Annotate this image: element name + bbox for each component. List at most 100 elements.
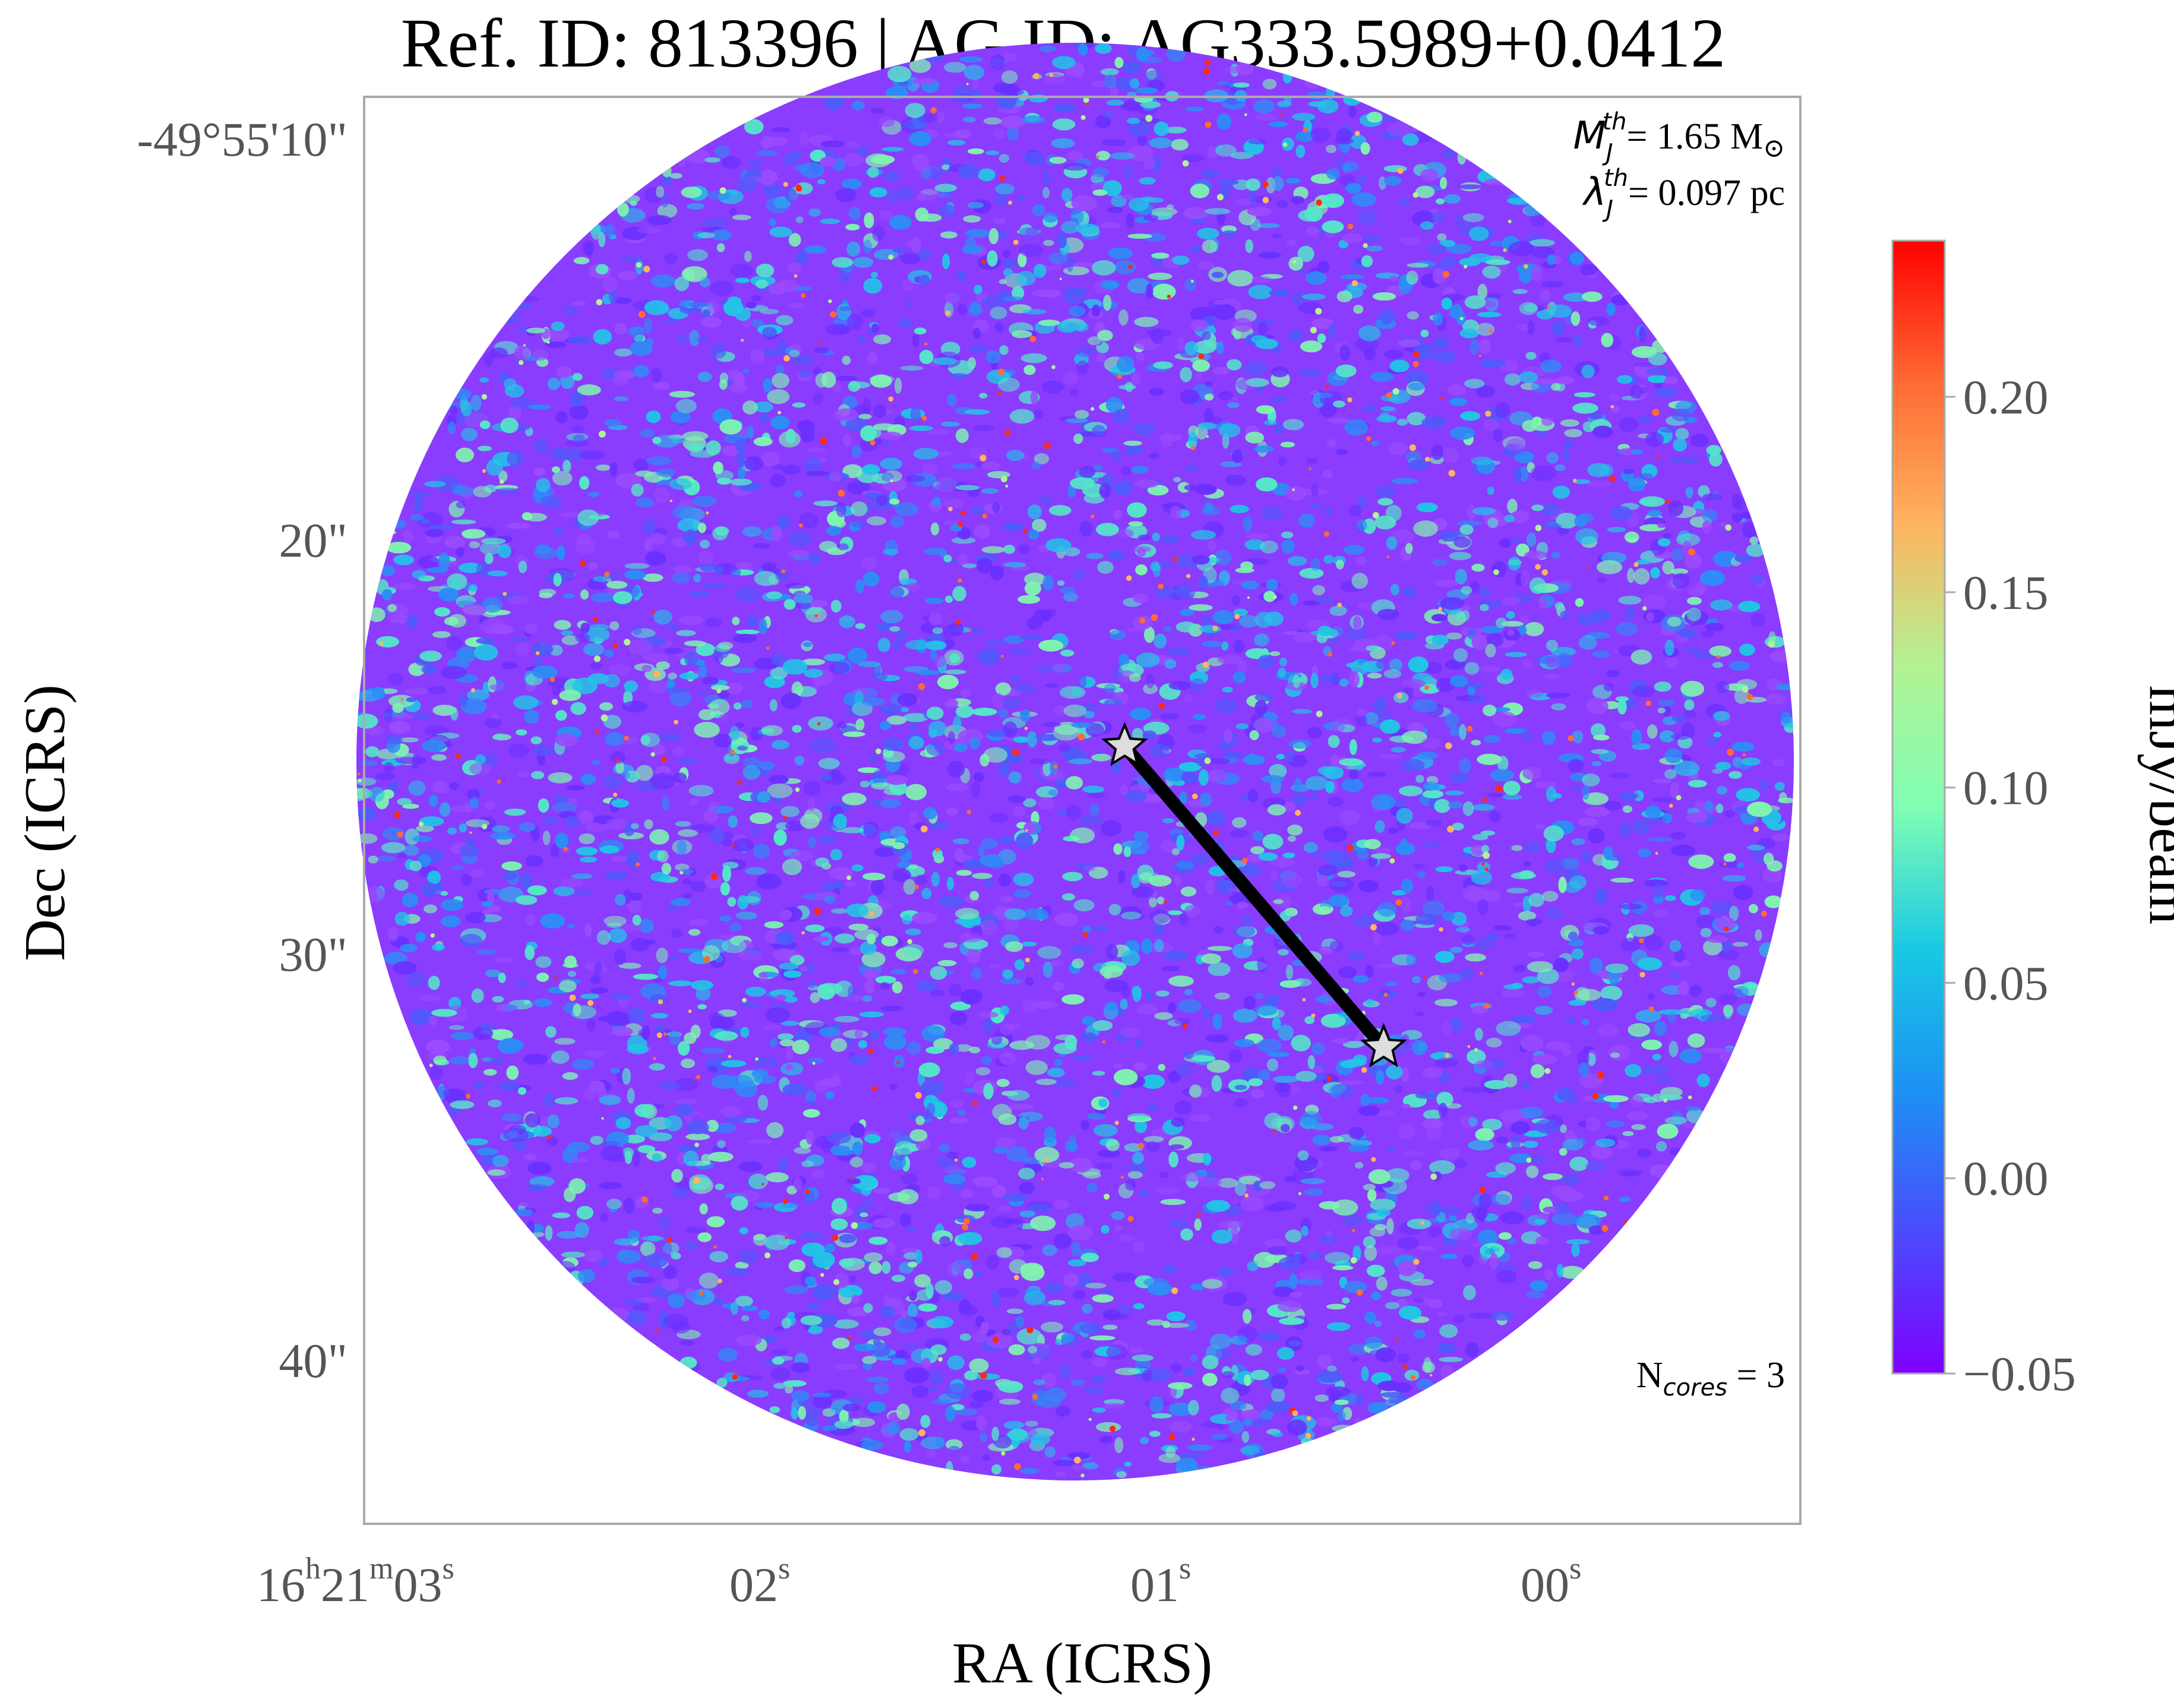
noise-blob	[563, 306, 579, 315]
noise-blob	[848, 206, 861, 221]
noise-blob	[1091, 1357, 1108, 1367]
noise-blob	[766, 1122, 784, 1138]
noise-blob	[1706, 935, 1729, 943]
noise-blob	[636, 497, 654, 508]
noise-blob	[1470, 1242, 1483, 1248]
noise-blob	[1153, 361, 1173, 370]
noise-blob	[1215, 1347, 1232, 1359]
noise-blob	[1616, 375, 1633, 384]
noise-blob	[1420, 329, 1429, 337]
noise-blob	[1111, 1088, 1123, 1097]
noise-blob	[782, 858, 802, 875]
noise-blob	[759, 971, 768, 983]
noise-blob	[1190, 1354, 1198, 1362]
noise-blob	[1486, 1037, 1502, 1048]
noise-blob	[748, 1173, 768, 1189]
noise-blob	[584, 1050, 606, 1057]
noise-blob	[825, 1091, 835, 1100]
noise-blob	[785, 1063, 794, 1071]
noise-blob	[459, 933, 482, 949]
noise-blob	[1221, 1388, 1240, 1404]
noise-blob	[497, 544, 511, 558]
noise-blob	[919, 349, 934, 364]
noise-blob	[1216, 81, 1231, 86]
noise-blob	[1278, 1367, 1286, 1372]
noise-blob	[1176, 337, 1185, 352]
noise-blob	[1571, 786, 1581, 791]
noise-blob	[1287, 824, 1303, 836]
noise-blob	[1700, 927, 1712, 937]
noise-blob	[1571, 838, 1585, 845]
noise-blob	[567, 1141, 590, 1153]
noise-blob	[1189, 604, 1213, 611]
noise-blob	[792, 725, 802, 733]
noise-blob	[1036, 289, 1062, 298]
noise-blob	[1079, 466, 1096, 478]
noise-blob	[1082, 1303, 1093, 1314]
noise-blob	[1053, 1043, 1077, 1055]
noise-blob	[535, 544, 551, 555]
noise-blob	[1072, 1056, 1093, 1061]
noise-blob	[735, 561, 754, 572]
noise-blob	[805, 924, 824, 933]
noise-blob	[969, 1358, 989, 1373]
noise-blob	[863, 277, 883, 294]
noise-blob	[579, 833, 595, 844]
noise-blob	[551, 321, 565, 332]
noise-blob	[930, 1344, 947, 1355]
noise-blob	[1467, 693, 1486, 705]
noise-blob	[603, 649, 614, 658]
noise-blob	[1421, 842, 1442, 848]
noise-blob	[1641, 1039, 1663, 1050]
noise-blob	[1653, 778, 1672, 784]
noise-blob	[1307, 1055, 1315, 1069]
noise-blob	[552, 681, 561, 696]
noise-blob	[611, 855, 629, 863]
noise-blob	[791, 1407, 798, 1420]
noise-blob	[989, 964, 1001, 969]
noise-blob	[785, 428, 796, 444]
noise-blob	[1176, 621, 1197, 633]
noise-blob	[855, 623, 865, 629]
noise-blob	[1068, 1224, 1093, 1241]
noise-blob	[496, 488, 520, 494]
noise-blob	[1114, 1368, 1140, 1375]
noise-blob	[830, 1218, 848, 1230]
noise-blob	[998, 154, 1010, 163]
noise-blob	[758, 1309, 770, 1320]
noise-blob	[1449, 675, 1468, 687]
noise-blob	[1203, 502, 1214, 513]
noise-blob	[1329, 605, 1347, 616]
noise-blob	[940, 421, 960, 427]
noise-blob	[1526, 532, 1537, 547]
noise-blob	[1449, 304, 1463, 319]
noise-blob	[1003, 562, 1027, 567]
noise-blob	[1364, 1311, 1377, 1325]
noise-blob	[554, 1038, 576, 1045]
noise-blob	[677, 758, 699, 764]
noise-blob	[1009, 89, 1024, 96]
noise-blob	[1043, 170, 1051, 186]
noise-blob	[907, 1303, 918, 1318]
noise-blob	[741, 1002, 760, 1008]
noise-blob	[763, 1024, 782, 1031]
noise-blob	[1271, 367, 1289, 378]
noise-blob	[1351, 573, 1368, 589]
noise-blob	[949, 1100, 965, 1108]
noise-blob	[989, 813, 1009, 823]
noise-blob	[1054, 912, 1079, 926]
noise-blob	[735, 1261, 749, 1269]
noise-blob	[699, 664, 707, 678]
noise-blob	[1335, 449, 1348, 456]
noise-blob	[867, 933, 876, 945]
noise-blob	[992, 693, 1005, 709]
noise-blob	[870, 108, 884, 114]
noise-blob	[1608, 393, 1620, 402]
noise-blob	[957, 304, 968, 315]
noise-blob	[1603, 683, 1614, 692]
noise-blob	[719, 714, 729, 721]
noise-blob	[631, 823, 639, 829]
noise-blob	[664, 252, 678, 265]
noise-blob	[916, 980, 938, 993]
noise-blob	[1291, 709, 1312, 714]
